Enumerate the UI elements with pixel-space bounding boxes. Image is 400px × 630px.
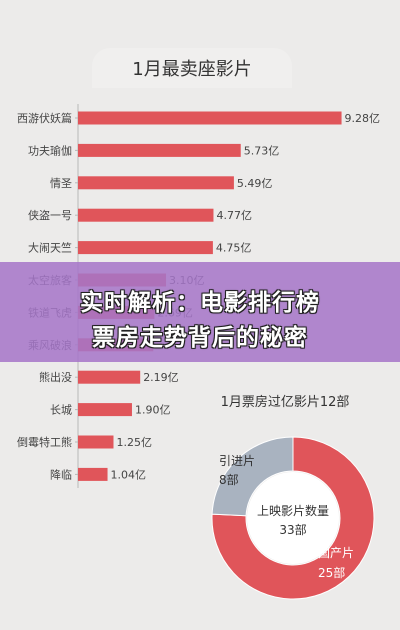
- chart-title: 1月最卖座影片: [92, 48, 292, 88]
- slice-name-label: 国产片: [318, 546, 354, 560]
- data-label: 4.77亿: [216, 209, 252, 222]
- category-label: 长城: [50, 404, 72, 417]
- data-label: 2.19亿: [143, 371, 179, 384]
- slice-name-label: 引进片: [219, 454, 255, 468]
- donut-slice: [211, 436, 294, 517]
- slice-value-label: 25部: [318, 565, 345, 580]
- category-label: 降临: [50, 467, 72, 481]
- bar: [78, 176, 234, 190]
- bar: [78, 241, 213, 255]
- bar: [78, 435, 114, 449]
- data-label: 1.90亿: [135, 404, 171, 417]
- donut-hole: [247, 472, 339, 564]
- bar: [78, 208, 214, 222]
- banner-overlay: [0, 262, 400, 362]
- data-label: 5.73亿: [244, 144, 280, 157]
- donut-title: 1月票房过亿影片12部: [221, 394, 350, 410]
- data-label: 9.28亿: [345, 112, 381, 125]
- bar: [78, 111, 342, 125]
- category-label: 西游伏妖篇: [17, 111, 72, 125]
- donut-center-value: 33部: [279, 522, 306, 537]
- bar: [78, 467, 108, 481]
- category-label: 大闹天竺: [28, 241, 72, 255]
- data-label: 1.04亿: [111, 468, 147, 481]
- bar: [78, 403, 132, 417]
- category-label: 熊出没: [39, 370, 72, 384]
- category-label: 倒霉特工熊: [17, 435, 72, 449]
- banner-headline-line2: 票房走势背后的秘密: [92, 325, 308, 351]
- data-label: 1.25亿: [117, 436, 153, 449]
- banner-headline-line1: 实时解析：电影排行榜: [80, 290, 320, 316]
- category-label: 功夫瑜伽: [28, 143, 72, 157]
- donut-slice: [211, 436, 375, 600]
- slice-value-label: 8部: [219, 472, 239, 487]
- bar: [78, 370, 141, 384]
- data-label: 4.75亿: [216, 242, 252, 255]
- bar: [78, 143, 241, 157]
- data-label: 5.49亿: [237, 177, 273, 190]
- donut-center-label: 上映影片数量: [257, 503, 329, 518]
- category-label: 情圣: [50, 177, 72, 190]
- category-label: 侠盗一号: [28, 209, 72, 222]
